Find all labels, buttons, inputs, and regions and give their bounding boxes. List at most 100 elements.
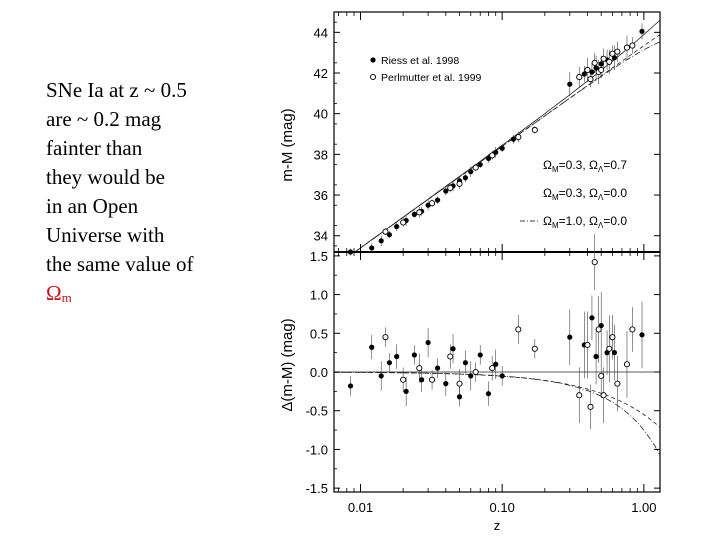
top-point-riess — [369, 245, 375, 251]
legend: Riess et al. 1998 Perlmutter et al. 1999 — [369, 55, 482, 84]
top-point-perlmutter — [429, 200, 436, 207]
top-point-perlmutter — [623, 44, 631, 51]
top-point-riess — [378, 238, 384, 244]
legend-label-riess: Riess et al. 1998 — [381, 55, 459, 67]
model-label-3-omega-l-value: =0.0 — [603, 214, 627, 228]
top-y-tick-label: 38 — [314, 147, 328, 162]
top-y-tick-label: 44 — [314, 25, 328, 40]
x-tick-label: 0.10 — [490, 500, 515, 515]
bottom-point-perlmutter — [472, 368, 479, 376]
bottom-point-perlmutter — [587, 403, 594, 410]
bottom-y-tick-label: 1.5 — [310, 249, 328, 264]
bottom-y-tick-label: 1.0 — [310, 288, 328, 303]
top-point-riess — [581, 71, 587, 77]
bottom-point-riess — [347, 383, 354, 389]
top-y-tick-label: 34 — [314, 229, 328, 244]
caption-line: in an Open — [46, 194, 139, 218]
model-label-2-omega-l-value: =0.0 — [603, 186, 627, 200]
caption-line: SNe Ia at z ~ 0.5 — [46, 78, 187, 102]
top-point-perlmutter — [598, 66, 605, 74]
top-model-curve — [334, 34, 661, 253]
top-point-perlmutter — [447, 184, 454, 191]
bottom-point-riess — [411, 352, 417, 358]
bottom-point-riess — [477, 352, 483, 358]
top-y-tick-label: 40 — [314, 107, 328, 122]
model-label-3-omega-m: ΩM=1.0, ΩΛ=0.0 — [543, 214, 627, 230]
top-point-perlmutter — [576, 74, 583, 81]
bottom-model-curve — [334, 371, 661, 456]
top-point-perlmutter — [584, 66, 591, 74]
bottom-point-riess — [386, 360, 393, 366]
omega-subscript: m — [61, 290, 72, 305]
bottom-point-perlmutter — [584, 341, 591, 348]
top-point-perlmutter — [400, 219, 407, 226]
caption-line: they would be — [46, 165, 165, 189]
x-axis-label: z — [494, 518, 501, 533]
bottom-point-riess — [485, 391, 492, 397]
bottom-point-riess — [369, 344, 375, 350]
model-label-2-omega-m: ΩM=0.3, ΩΛ=0.0 — [543, 186, 627, 202]
omega-symbol: Ω — [46, 281, 62, 305]
bottom-point-riess — [589, 315, 595, 321]
top-model-curve — [334, 41, 661, 253]
bottom-point-perlmutter — [591, 259, 598, 266]
top-point-riess — [443, 188, 449, 194]
bottom-model-curve — [334, 371, 661, 428]
top-point-riess — [386, 232, 393, 238]
bottom-point-perlmutter — [400, 376, 407, 383]
top-point-riess — [394, 223, 400, 230]
bottom-point-perlmutter — [515, 326, 522, 333]
bottom-y-tick-label: -0.5 — [306, 404, 328, 419]
bottom-y-tick-label: 0.5 — [310, 326, 328, 341]
bottom-point-riess — [394, 353, 400, 360]
model-label-3-omega-m-value: =1.0, — [559, 214, 589, 228]
top-point-riess — [347, 249, 354, 255]
top-y-tick-label: 42 — [314, 66, 328, 81]
bottom-y-tick-label: -1.5 — [306, 481, 328, 496]
top-point-perlmutter — [606, 58, 613, 65]
top-point-perlmutter — [382, 228, 389, 235]
model-label-1-omega-l-value: =0.7 — [603, 158, 627, 172]
bottom-point-perlmutter — [598, 372, 605, 379]
bottom-point-riess — [425, 339, 431, 346]
bottom-point-perlmutter — [416, 365, 423, 372]
top-point-riess — [499, 145, 505, 151]
axis-ticks: 34 36 38 40 42 44 -1.5 -1.0 -0.5 0.0 0.5 1.0 1.5 0.01… — [306, 12, 660, 515]
top-point-riess — [411, 211, 417, 217]
slide-caption: SNe Ia at z ~ 0.5 are ~ 0.2 mag fainter … — [46, 76, 236, 312]
model-label-2-omega-m-value: =0.3, — [559, 186, 589, 200]
top-point-riess — [598, 61, 604, 67]
bottom-point-perlmutter — [382, 334, 389, 341]
top-point-riess — [567, 81, 573, 87]
bottom-point-riess — [567, 334, 573, 340]
bottom-point-perlmutter — [623, 361, 631, 368]
caption-line: fainter than — [46, 136, 143, 160]
bottom-point-perlmutter — [531, 345, 538, 352]
top-point-perlmutter — [416, 209, 423, 216]
bottom-point-riess — [639, 332, 645, 338]
model-legend: ΩM=0.3, ΩΛ=0.7 ΩM=0.3, ΩΛ=0.0 ΩM=1.0, ΩΛ… — [520, 158, 627, 230]
bottom-point-perlmutter — [576, 392, 583, 399]
bottom-point-riess — [499, 373, 505, 379]
bottom-point-riess — [493, 361, 499, 367]
top-point-riess — [468, 169, 474, 175]
top-model-curve — [334, 19, 661, 253]
top-point-perlmutter — [456, 180, 463, 187]
top-point-riess — [639, 28, 645, 34]
model-label-1-omega-m-value: =0.3, — [559, 158, 589, 172]
bottom-model-lines — [334, 371, 661, 456]
bottom-point-riess — [419, 377, 425, 383]
legend-marker-riess — [370, 57, 376, 63]
top-point-riess — [510, 136, 516, 142]
bottom-point-riess — [456, 394, 463, 400]
top-y-tick-label: 36 — [314, 188, 328, 203]
top-point-perlmutter — [591, 59, 598, 66]
top-point-riess — [589, 69, 595, 75]
x-tick-label: 0.01 — [348, 500, 373, 515]
bottom-point-riess — [468, 373, 474, 379]
bottom-point-perlmutter — [447, 353, 454, 360]
bottom-point-riess — [403, 388, 409, 394]
top-point-perlmutter — [600, 55, 607, 62]
model-label-3: ΩM=1.0, ΩΛ=0.0 — [520, 214, 627, 230]
top-point-perlmutter — [629, 42, 636, 49]
